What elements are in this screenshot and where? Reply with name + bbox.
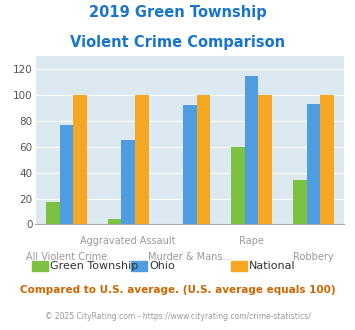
Text: Green Township: Green Township <box>50 261 138 271</box>
Bar <box>258 95 272 224</box>
Bar <box>108 219 121 224</box>
Text: Aggravated Assault: Aggravated Assault <box>80 236 176 246</box>
Bar <box>307 104 320 224</box>
Bar <box>231 147 245 224</box>
Text: All Violent Crime: All Violent Crime <box>26 252 107 262</box>
Text: Robbery: Robbery <box>293 252 334 262</box>
Bar <box>245 76 258 224</box>
Text: 2019 Green Township: 2019 Green Township <box>89 5 266 20</box>
Text: Ohio: Ohio <box>149 261 175 271</box>
Bar <box>197 95 210 224</box>
Bar <box>121 140 135 224</box>
Bar <box>73 95 87 224</box>
Bar <box>46 202 60 224</box>
Bar <box>60 125 73 224</box>
Bar <box>183 105 197 224</box>
Text: Compared to U.S. average. (U.S. average equals 100): Compared to U.S. average. (U.S. average … <box>20 285 335 295</box>
Text: Rape: Rape <box>239 236 264 246</box>
Text: © 2025 CityRating.com - https://www.cityrating.com/crime-statistics/: © 2025 CityRating.com - https://www.city… <box>45 312 310 321</box>
Bar <box>320 95 334 224</box>
Bar <box>135 95 148 224</box>
Text: National: National <box>248 261 295 271</box>
Text: Violent Crime Comparison: Violent Crime Comparison <box>70 35 285 50</box>
Bar <box>293 181 307 224</box>
Text: Murder & Mans...: Murder & Mans... <box>148 252 232 262</box>
